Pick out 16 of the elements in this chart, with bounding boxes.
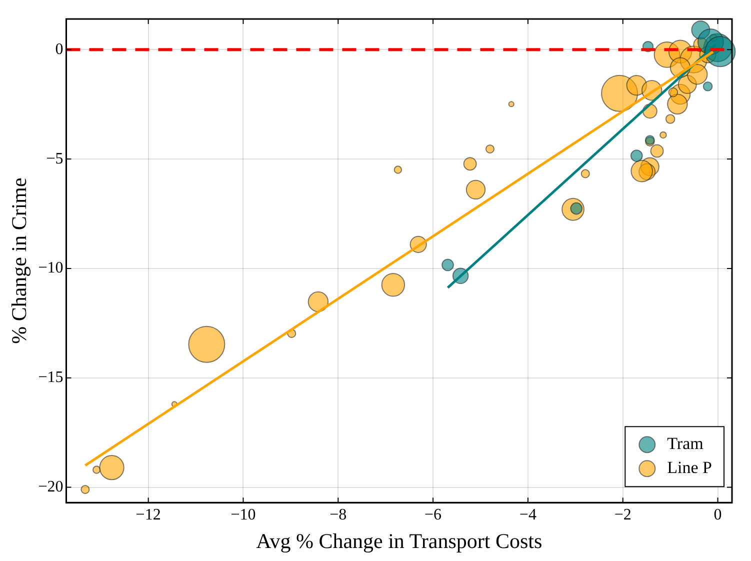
x-tick-label: −4 bbox=[519, 506, 536, 524]
legend-label: Line P bbox=[667, 458, 712, 478]
y-axis-title: % Change in Crime bbox=[7, 178, 32, 344]
y-tick-label: −20 bbox=[38, 478, 64, 496]
x-tick-label: −2 bbox=[614, 506, 632, 524]
y-tick-label: −10 bbox=[38, 260, 64, 277]
y-tick-label: −5 bbox=[46, 150, 64, 168]
y-tick-label: −15 bbox=[38, 369, 64, 386]
x-tick-label: 0 bbox=[714, 506, 722, 524]
x-tick-label: −12 bbox=[136, 506, 161, 524]
x-tick-label: −8 bbox=[330, 506, 347, 524]
legend-label: Tram bbox=[667, 434, 704, 454]
y-tick-label: 0 bbox=[55, 40, 64, 58]
x-tick-label: −6 bbox=[424, 506, 442, 524]
x-tick-label: −10 bbox=[230, 506, 256, 524]
x-axis-title: Avg % Change in Transport Costs bbox=[256, 528, 542, 553]
